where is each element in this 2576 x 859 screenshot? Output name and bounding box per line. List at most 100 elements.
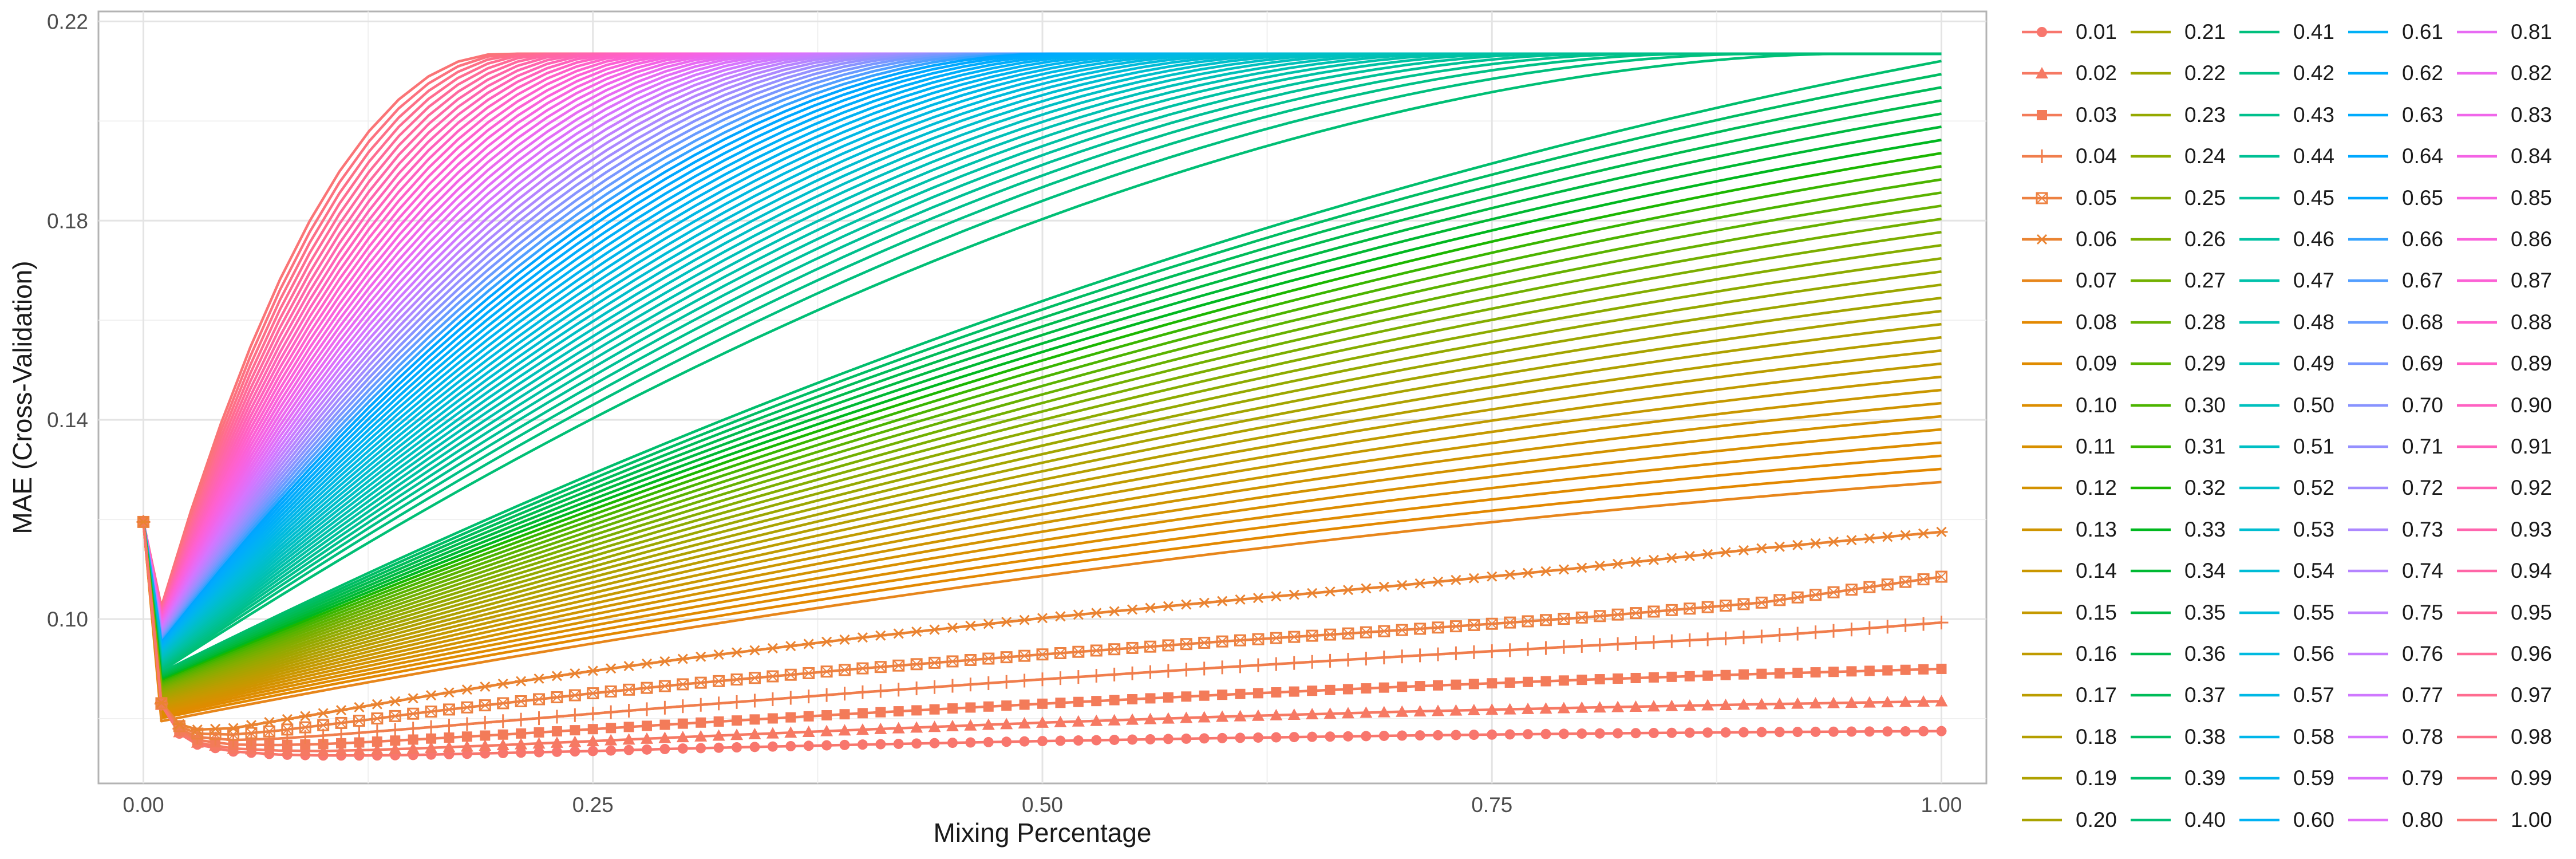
marker-0.02 [1557,702,1570,714]
marker-0.03 [1684,671,1695,681]
marker-0.05 [1018,649,1031,662]
marker-0.01 [1253,732,1263,743]
marker-0.03 [732,715,742,726]
marker-0.05 [1306,629,1318,642]
marker-0.04 [820,688,834,702]
series-line-0.18 [142,336,1942,702]
marker-0.04 [352,726,366,740]
marker-0.06 [892,628,905,639]
marker-0.02 [1161,712,1175,724]
legend-label: 0.56 [2293,642,2335,665]
marker-0.04 [1215,660,1230,675]
marker-0.04 [1377,651,1391,665]
marker-0.02 [1899,695,1912,707]
marker-0.06 [244,720,258,731]
marker-0.02 [1719,698,1732,710]
marker-0.01 [587,746,598,756]
legend-item-0.38: 0.38 [2129,716,2238,758]
legend-key [2131,279,2171,282]
marker-0.04 [1485,644,1499,659]
legend-label: 0.85 [2511,186,2553,210]
marker-0.04 [424,720,438,734]
marker-0.05 [1090,644,1103,657]
legend-label: 0.88 [2511,310,2553,334]
legend-item-0.91: 0.91 [2456,426,2565,467]
legend-item-0.52: 0.52 [2238,467,2347,509]
series-line-0.15 [142,375,1942,707]
marker-0.06 [1323,586,1337,597]
legend-item-0.32: 0.32 [2129,467,2238,509]
marker-0.05 [1396,624,1408,636]
marker-0.04 [532,711,546,726]
legend-label: 0.15 [2076,600,2117,624]
legend-key [2348,196,2388,199]
marker-0.03 [1325,684,1336,695]
marker-0.06 [946,622,959,633]
legend-key [2348,362,2388,365]
marker-0.02 [802,725,815,737]
marker-0.05 [1468,618,1480,631]
marker-0.02 [1287,708,1301,720]
marker-0.04 [712,696,726,711]
legend-key [2131,321,2171,324]
marker-0.06 [1360,583,1373,594]
series-line-0.35 [142,112,1942,679]
marker-0.06 [766,643,779,653]
legend-label: 0.72 [2402,476,2444,500]
marker-0.03 [821,710,832,721]
marker-0.04 [1449,646,1463,660]
legend-key [2348,279,2388,282]
legend-key [2457,279,2497,282]
marker-0.06 [1611,558,1625,569]
marker-0.04 [1539,641,1553,655]
series-line-0.14 [142,388,1942,708]
marker-0.03 [1397,681,1408,692]
marker-0.05 [838,664,851,676]
marker-0.04 [675,699,690,714]
legend-label: 0.99 [2511,766,2553,790]
marker-0.05 [964,653,977,666]
marker-0.02 [1216,710,1229,722]
legend-item-0.17: 0.17 [2021,675,2129,716]
legend-item-0.26: 0.26 [2129,219,2238,260]
marker-0.06 [137,517,150,527]
marker-0.05 [1432,621,1444,634]
marker-0.04 [1521,642,1535,656]
marker-0.04 [1269,657,1283,671]
legend-marker [2037,27,2047,37]
legend-item-0.33: 0.33 [2129,509,2238,550]
legend-key [2239,611,2279,614]
marker-0.06 [605,663,618,674]
marker-0.05 [1378,625,1390,637]
marker-0.06 [1665,553,1678,564]
legend-item-0.92: 0.92 [2456,467,2565,509]
legend-key [2022,67,2062,79]
marker-0.04 [1305,655,1319,669]
legend-item-0.67: 0.67 [2347,260,2456,301]
marker-0.03 [551,726,562,737]
marker-0.06 [838,634,851,645]
legend-label: 0.90 [2511,393,2553,417]
marker-0.05 [784,668,797,681]
legend-item-0.74: 0.74 [2347,550,2456,592]
marker-0.03 [1540,676,1551,687]
series-line-0.23 [142,270,1942,695]
marker-0.04 [622,704,636,718]
marker-0.03 [1199,690,1210,701]
marker-0.02 [1629,700,1642,712]
legend-key [2457,528,2497,531]
marker-0.03 [1828,667,1839,677]
marker-0.05 [1863,581,1876,593]
marker-0.04 [370,724,384,739]
legend-item-0.69: 0.69 [2347,343,2456,384]
marker-0.04 [1233,659,1247,673]
legend-key [2348,611,2388,614]
legend-item-1.00: 1.00 [2456,799,2565,841]
marker-0.06 [982,618,995,629]
marker-0.04 [910,681,924,696]
marker-0.06 [1018,614,1031,625]
marker-0.06 [568,668,582,679]
marker-0.05 [1522,615,1534,628]
marker-0.02 [1054,715,1067,727]
